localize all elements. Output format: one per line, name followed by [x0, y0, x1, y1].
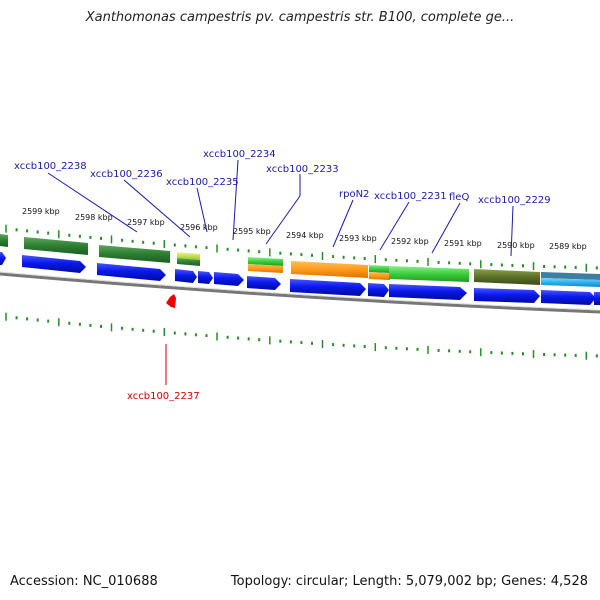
gene-label-reverse[interactable]: xccb100_2237	[127, 391, 200, 402]
ruler-labels: 2599 kbp 2598 kbp 2597 kbp 2596 kbp 2595…	[22, 207, 587, 251]
gene-arrow[interactable]	[594, 292, 600, 305]
cog-bar[interactable]	[248, 264, 283, 273]
ruler-label: 2599 kbp	[22, 207, 60, 216]
reverse-gene-arrow[interactable]	[166, 294, 176, 308]
cog-bar[interactable]	[541, 272, 600, 280]
gene-arrow[interactable]	[97, 263, 166, 281]
cog-bar[interactable]	[248, 257, 283, 266]
cog-bar[interactable]	[177, 252, 200, 260]
gene-arrow[interactable]	[247, 276, 281, 290]
gene-label[interactable]: xccb100_2235	[166, 177, 239, 188]
gene-label[interactable]: xccb100_2236	[90, 169, 163, 180]
gene-label[interactable]: xccb100_2238	[14, 161, 87, 172]
gene-arrow[interactable]	[22, 255, 86, 273]
gene-arrow[interactable]	[389, 284, 467, 300]
genome-backbone-highlight	[0, 271, 600, 311]
gene-arrow[interactable]	[474, 288, 540, 303]
gene-arrow[interactable]	[214, 272, 244, 286]
gene-arrow[interactable]	[541, 290, 596, 305]
gene-label[interactable]: xccb100_2233	[266, 164, 339, 175]
gene-arrow[interactable]	[290, 279, 366, 296]
ruler-label: 2589 kbp	[549, 242, 587, 251]
cog-bar[interactable]	[474, 269, 540, 285]
cog-bar[interactable]	[541, 278, 600, 287]
ruler-label: 2590 kbp	[497, 241, 535, 250]
accession-text: Accession: NC_010688	[10, 574, 158, 589]
forward-gene-track	[0, 252, 600, 305]
cog-bar[interactable]	[291, 261, 368, 278]
gene-labels-top: xccb100_2238 xccb100_2236 xccb100_2235 x…	[14, 149, 551, 206]
gene-arrow[interactable]	[368, 283, 389, 297]
ruler-label: 2594 kbp	[286, 231, 324, 240]
ruler-label: 2595 kbp	[233, 227, 271, 236]
genome-backbone	[0, 272, 600, 314]
ruler-ticks-lower	[5, 312, 598, 360]
cog-bar[interactable]	[369, 272, 390, 280]
cog-bar[interactable]	[177, 258, 200, 266]
cog-bar[interactable]	[99, 245, 170, 263]
label-leaders-top	[47, 159, 514, 257]
ruler-label: 2597 kbp	[127, 218, 165, 227]
cog-bar[interactable]	[24, 237, 88, 255]
ruler-label: 2593 kbp	[339, 234, 377, 243]
gene-arrow[interactable]	[175, 269, 197, 283]
ruler-ticks-upper	[5, 224, 598, 272]
gene-label[interactable]: xccb100_2234	[203, 149, 276, 160]
cog-bar[interactable]	[0, 234, 8, 247]
gene-arrow[interactable]	[0, 252, 6, 265]
ruler-label: 2598 kbp	[75, 213, 113, 222]
topology-summary: Topology: circular; Length: 5,079,002 bp…	[230, 574, 588, 589]
cog-bar[interactable]	[389, 266, 469, 282]
cog-bar[interactable]	[369, 265, 390, 273]
ruler-label: 2592 kbp	[391, 237, 429, 246]
gene-label[interactable]: xccb100_2231	[374, 191, 447, 202]
ruler-label: 2596 kbp	[180, 223, 218, 232]
gene-label[interactable]: fleQ	[449, 192, 469, 203]
gene-label[interactable]: xccb100_2229	[478, 195, 551, 206]
ruler-label: 2591 kbp	[444, 239, 482, 248]
gene-label[interactable]: rpoN2	[339, 189, 369, 200]
cog-track	[0, 234, 600, 287]
gene-arrow[interactable]	[198, 271, 213, 284]
map-title: Xanthomonas campestris pv. campestris st…	[85, 10, 515, 25]
